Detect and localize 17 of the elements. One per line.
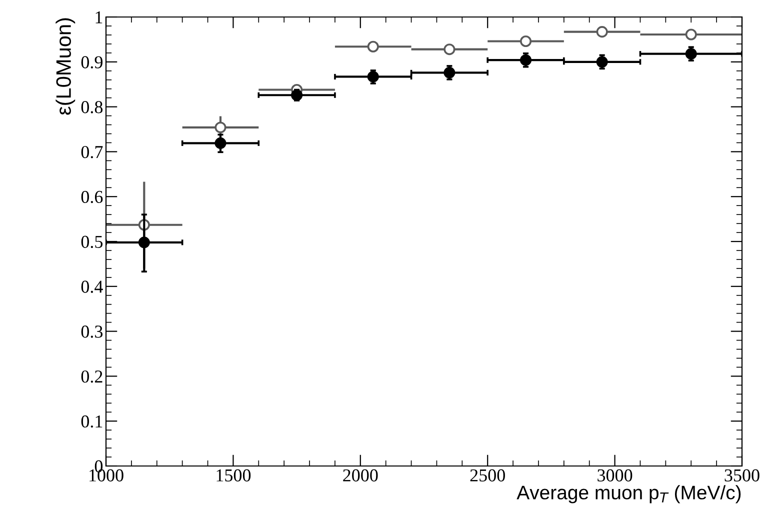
x-axis-title: Average muon p$_{T}$ (MeV/c)	[516, 485, 741, 504]
x-tick-label: 1500	[216, 469, 251, 482]
y-axis-title: ε(L0Muon)	[56, 18, 76, 115]
y-tick-label: 0.5	[81, 236, 103, 248]
y-tick-label: 0.2	[81, 370, 102, 383]
y-tick-label: 0.8	[81, 101, 103, 114]
y-tick-label: 1	[96, 11, 102, 24]
x-tick-label: 3500	[724, 469, 760, 482]
y-tick-label: 0.7	[81, 146, 103, 158]
x-tick-label: 2000	[343, 469, 378, 482]
y-tick-label: 0.9	[81, 56, 102, 68]
y-tick-label: 0.6	[81, 190, 103, 204]
x-tick-label: 3000	[598, 469, 632, 482]
y-tick-label: 0.3	[81, 326, 103, 338]
y-tick-label: 0.1	[81, 415, 102, 428]
x-tick-label: 2500	[470, 469, 505, 482]
y-tick-label: 0.4	[81, 280, 103, 293]
